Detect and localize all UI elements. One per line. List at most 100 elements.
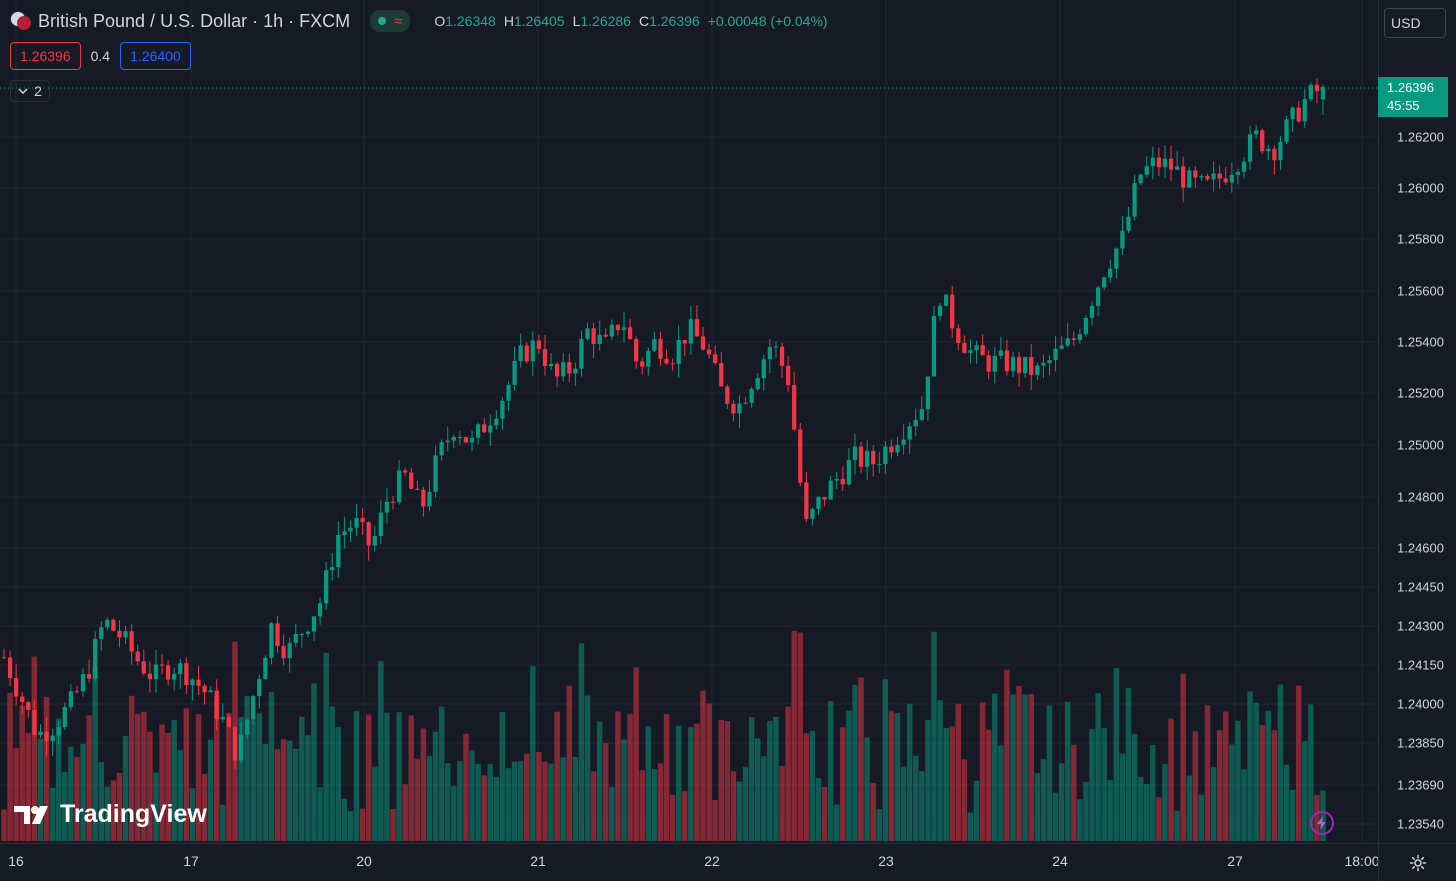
candle-body[interactable] [512,360,517,385]
candle-body[interactable] [688,319,693,344]
candle-body[interactable] [324,570,329,604]
candle-body[interactable] [1144,166,1149,175]
candle-body[interactable] [974,345,979,351]
candle-body[interactable] [597,334,602,344]
candle-body[interactable] [968,350,973,353]
candle-body[interactable] [500,400,505,419]
candle-body[interactable] [713,354,718,363]
candle-body[interactable] [62,707,67,728]
candle-body[interactable] [1047,360,1052,363]
candle-body[interactable] [281,646,286,659]
candle-body[interactable] [1059,345,1064,349]
candle-body[interactable] [1181,166,1186,188]
candle-body[interactable] [871,451,876,465]
candle-body[interactable] [956,328,961,343]
candle-body[interactable] [883,446,888,465]
candle-body[interactable] [342,531,347,535]
candle-body[interactable] [506,384,511,401]
candle-body[interactable] [354,518,359,528]
candle-body[interactable] [1302,99,1307,122]
candle-body[interactable] [26,702,31,710]
candle-body[interactable] [129,631,134,652]
candle-body[interactable] [74,691,80,693]
candle-body[interactable] [840,478,845,485]
buy-ask-button[interactable]: 1.26400 [120,42,191,70]
candle-body[interactable] [396,470,402,503]
candle-body[interactable] [834,478,839,481]
candle-body[interactable] [1,657,7,659]
candle-body[interactable] [1320,87,1326,100]
candle-body[interactable] [117,630,122,638]
candle-body[interactable] [1314,84,1320,92]
candle-body[interactable] [1102,277,1107,288]
candle-body[interactable] [348,527,353,532]
candle-body[interactable] [366,522,371,546]
candle-body[interactable] [463,437,469,443]
candle-body[interactable] [804,482,809,519]
candle-body[interactable] [494,418,499,426]
candle-body[interactable] [1162,158,1168,168]
candle-body[interactable] [415,488,420,490]
candle-body[interactable] [548,363,554,367]
candle-body[interactable] [761,359,766,379]
candle-body[interactable] [937,305,943,316]
candle-body[interactable] [475,424,481,438]
candle-body[interactable] [153,664,159,680]
candle-body[interactable] [925,376,931,410]
candle-body[interactable] [1132,183,1137,217]
candle-body[interactable] [615,324,621,331]
chart-pane[interactable] [0,0,1378,843]
candle-body[interactable] [919,409,924,420]
candle-body[interactable] [1308,84,1313,100]
candle-body[interactable] [1193,170,1198,178]
candle-body[interactable] [1010,357,1016,372]
candle-body[interactable] [384,501,390,513]
candle-body[interactable] [1247,134,1253,162]
price-axis[interactable]: 1.26200 1.26000 1.25800 1.25600 1.25400 1.252… [1378,0,1456,843]
time-axis[interactable]: 16 17 20 21 22 23 24 27 18:00 [0,843,1380,881]
candle-body[interactable] [1211,173,1216,180]
candle-body[interactable] [1016,357,1022,373]
candle-body[interactable] [1272,148,1277,161]
candle-body[interactable] [311,616,317,632]
candle-body[interactable] [682,339,687,344]
candle-body[interactable] [482,424,487,433]
candle-body[interactable] [93,638,98,679]
candle-body[interactable] [676,339,681,365]
candle-body[interactable] [603,334,608,337]
candle-body[interactable] [56,727,61,736]
candle-body[interactable] [913,419,918,427]
sell-bid-button[interactable]: 1.26396 [10,42,81,70]
candle-body[interactable] [755,378,760,390]
market-status-badge[interactable]: ≈ [370,10,411,32]
candle-body[interactable] [573,368,578,374]
candle-body[interactable] [184,663,189,686]
candle-body[interactable] [634,338,639,362]
candle-body[interactable] [646,350,651,367]
candle-body[interactable] [877,464,882,466]
candle-body[interactable] [931,315,937,377]
candle-body[interactable] [1266,148,1271,152]
candle-body[interactable] [1126,216,1131,231]
candle-body[interactable] [305,631,311,634]
candle-body[interactable] [1083,317,1089,335]
candle-body[interactable] [737,403,742,414]
candle-body[interactable] [257,679,262,697]
candle-body[interactable] [1035,365,1040,375]
candle-body[interactable] [1205,175,1210,180]
candle-body[interactable] [518,345,523,361]
candle-body[interactable] [670,363,675,365]
candle-body[interactable] [220,716,225,720]
candle-body[interactable] [992,355,997,372]
candle-body[interactable] [378,512,383,537]
candle-body[interactable] [944,294,949,306]
candle-body[interactable] [1254,130,1259,135]
candle-body[interactable] [68,691,73,708]
candle-body[interactable] [542,349,548,367]
candle-body[interactable] [469,437,475,443]
candle-body[interactable] [409,472,414,489]
currency-button[interactable]: USD [1384,8,1446,38]
candle-body[interactable] [743,402,748,404]
candle-body[interactable] [1296,107,1301,122]
candle-body[interactable] [336,534,341,568]
